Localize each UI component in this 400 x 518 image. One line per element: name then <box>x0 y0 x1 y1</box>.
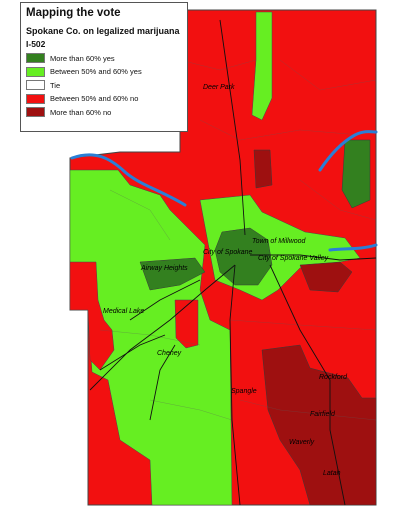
roads <box>89 19 377 506</box>
airway-strong-yes <box>139 257 206 291</box>
north-strong-no <box>253 149 273 189</box>
legend-item-label: Between 50% and 60% yes <box>50 67 142 76</box>
legend-swatch <box>26 80 45 90</box>
city-core-strong-yes <box>214 227 273 286</box>
place-deer-park: Deer Park <box>203 84 235 91</box>
legend-swatch <box>26 53 45 63</box>
legend-item-yes: Between 50% and 60% yes <box>26 66 182 78</box>
legend-item-label: Tie <box>50 80 61 90</box>
legend: Mapping the vote Spokane Co. on legalize… <box>20 2 188 132</box>
place-fairfield: Fairfield <box>310 411 335 418</box>
northeast-strong-yes <box>341 139 371 209</box>
valley-strong-no <box>299 261 353 293</box>
legend-item-strong-no: More than 60% no <box>26 106 182 118</box>
legend-swatch <box>26 107 45 117</box>
place-medical-lake: Medical Lake <box>103 308 145 315</box>
place-waverly: Waverly <box>289 439 315 446</box>
place-latah: Latah <box>323 470 341 477</box>
place-city-of-spokane-valley: City of Spokane Valley <box>258 255 329 262</box>
legend-item-no: Between 50% and 60% no <box>26 93 182 105</box>
rivers <box>70 130 378 252</box>
map-subtitle: Spokane Co. on legalized marijuana <box>26 26 180 36</box>
legend-item-strong-yes: More than 60% yes <box>26 52 182 64</box>
place-spangle: Spangle <box>231 388 257 395</box>
southeast-strong-no <box>261 344 377 506</box>
legend-item-label: More than 60% no <box>50 107 112 117</box>
legend-item-label: More than 60% yes <box>50 53 115 63</box>
west-no-pocket-2 <box>174 299 199 349</box>
legend-item-label: Between 50% and 60% no <box>50 94 139 103</box>
west-no-pocket <box>69 261 115 371</box>
map-title: Mapping the vote <box>26 7 121 19</box>
legend-item-tie: Tie <box>26 79 182 91</box>
measure-label: I-502 <box>26 39 46 49</box>
legend-swatch <box>26 93 45 104</box>
place-rockford: Rockford <box>319 374 348 381</box>
place-city-of-spokane: City of Spokane <box>203 249 253 256</box>
place-airway-heights: Airway Heights <box>141 265 188 272</box>
place-cheney: Cheney <box>157 350 182 357</box>
place-town-of-millwood: Town of Millwood <box>252 238 306 245</box>
legend-swatch <box>26 66 45 77</box>
